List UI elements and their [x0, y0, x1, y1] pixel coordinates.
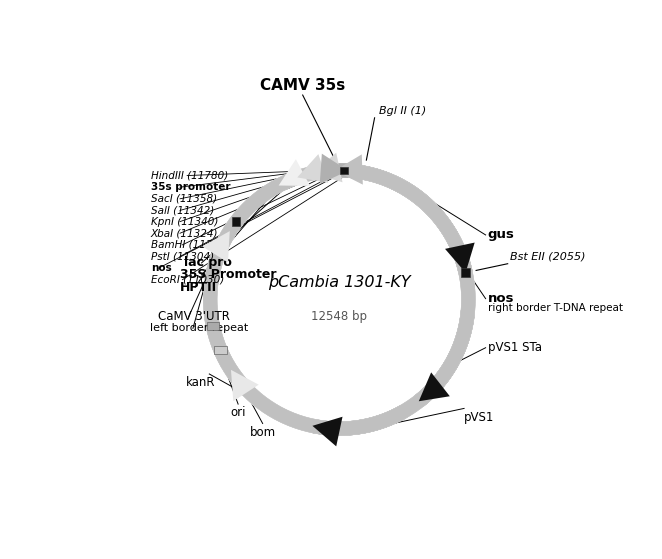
Text: left border repeat: left border repeat [150, 323, 248, 333]
Polygon shape [312, 153, 342, 182]
Text: nos: nos [151, 263, 171, 273]
Text: pVS1 STa: pVS1 STa [488, 341, 542, 354]
Text: CAMV 35s: CAMV 35s [260, 78, 346, 93]
Polygon shape [419, 372, 449, 401]
Text: nos: nos [488, 292, 514, 305]
Text: 35s promoter: 35s promoter [151, 182, 230, 192]
Text: 12548 bp: 12548 bp [311, 310, 367, 323]
Text: gus: gus [488, 229, 514, 241]
Polygon shape [445, 243, 475, 273]
Bar [461, 268, 470, 277]
Text: KpnI (11340): KpnI (11340) [151, 216, 218, 226]
Polygon shape [279, 159, 310, 186]
Text: pVS1: pVS1 [464, 410, 495, 424]
Text: PstI (11304): PstI (11304) [151, 252, 214, 262]
Text: SalI (11342): SalI (11342) [151, 205, 214, 215]
Text: Bst EII (2055): Bst EII (2055) [510, 252, 585, 262]
Bar [340, 167, 348, 174]
Text: ori: ori [230, 406, 246, 419]
Polygon shape [335, 154, 363, 184]
Polygon shape [203, 164, 475, 435]
Polygon shape [297, 154, 328, 183]
Text: right border T-DNA repeat: right border T-DNA repeat [488, 303, 623, 313]
Polygon shape [203, 231, 230, 263]
Polygon shape [203, 163, 475, 435]
Polygon shape [320, 154, 348, 184]
Text: SacI (11358): SacI (11358) [151, 194, 217, 204]
Bar [207, 323, 219, 330]
Polygon shape [203, 164, 475, 435]
Text: CaMV 3'UTR: CaMV 3'UTR [158, 310, 230, 323]
Polygon shape [344, 164, 472, 274]
Polygon shape [203, 163, 475, 435]
Text: 35S Promoter: 35S Promoter [180, 268, 277, 282]
Polygon shape [231, 370, 259, 401]
Polygon shape [312, 416, 342, 447]
Text: Bgl II (1): Bgl II (1) [379, 106, 426, 116]
Text: bom: bom [250, 425, 275, 439]
Text: HindIII (11780): HindIII (11780) [151, 170, 228, 181]
Bar [214, 346, 227, 354]
Polygon shape [203, 228, 236, 300]
Text: HPTII: HPTII [180, 281, 217, 294]
Text: lac pro: lac pro [184, 257, 232, 269]
Text: pCambia 1301-KY: pCambia 1301-KY [268, 275, 410, 290]
Polygon shape [311, 405, 407, 435]
Text: EcoRI (11030): EcoRI (11030) [151, 274, 224, 285]
Text: BamHI (11312): BamHI (11312) [151, 240, 230, 250]
Bar [232, 217, 240, 226]
Polygon shape [225, 366, 278, 418]
Text: XbaI (11324): XbaI (11324) [151, 228, 218, 238]
Text: kanR: kanR [186, 376, 215, 389]
Polygon shape [414, 310, 475, 407]
Polygon shape [337, 163, 349, 178]
